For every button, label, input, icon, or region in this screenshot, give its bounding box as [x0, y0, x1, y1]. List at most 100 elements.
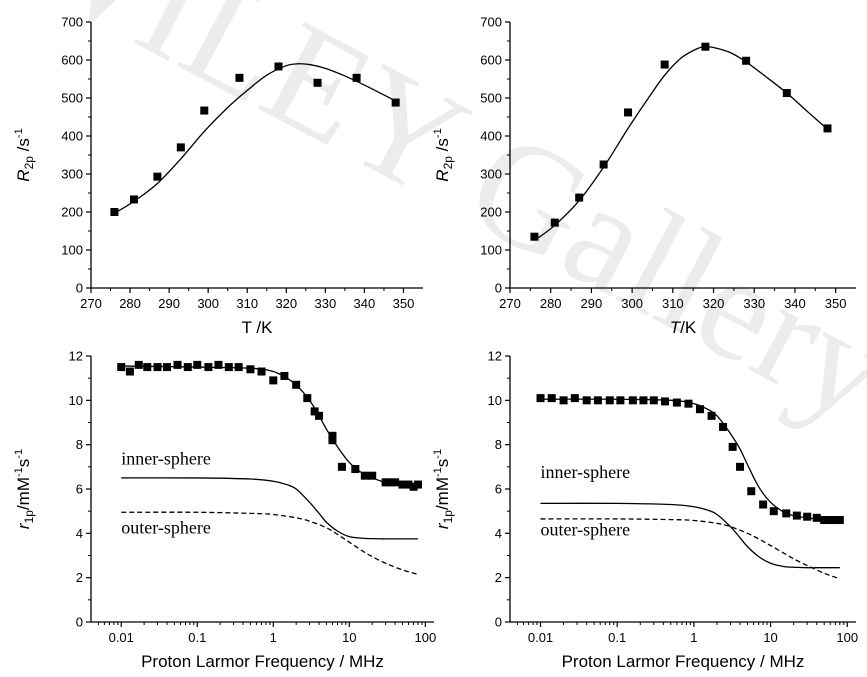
y-tick-label: 12: [488, 349, 502, 364]
y-tick-label: 0: [495, 281, 502, 296]
y-axis-label: r1p/mM-1s-1: [13, 449, 36, 529]
x-tick-label: 290: [158, 296, 180, 311]
data-point: [736, 463, 744, 471]
x-tick-label: 10: [763, 630, 777, 645]
y-tick-label: 4: [495, 526, 502, 541]
data-point: [314, 79, 322, 87]
x-tick-label: 0.01: [109, 630, 134, 645]
data-point: [616, 396, 624, 404]
x-tick-label: 340: [784, 296, 806, 311]
y-tick-label: 4: [76, 526, 83, 541]
fit-curve: [541, 399, 840, 520]
data-point: [747, 487, 755, 495]
data-point: [729, 443, 737, 451]
x-tick-label: 290: [581, 296, 603, 311]
data-point: [126, 368, 134, 376]
panel-top-left: 0 100 200 300 400 500 600 700 270 280 290 300 310 320…: [13, 15, 423, 338]
y-tick-label: 8: [76, 437, 83, 452]
x-tick-label: 0.01: [528, 630, 553, 645]
data-point: [391, 478, 399, 486]
data-point: [606, 396, 614, 404]
x-tick-label: 330: [315, 296, 337, 311]
data-point: [117, 363, 125, 371]
x-tick-label: 270: [80, 296, 102, 311]
data-point: [548, 394, 556, 402]
data-point: [200, 107, 208, 115]
y-tick-label: 400: [61, 129, 83, 144]
data-point: [759, 501, 767, 509]
data-point: [143, 363, 151, 371]
y-tick-label: 600: [480, 53, 502, 68]
y-tick-label: 700: [61, 15, 83, 30]
fit-curve: [114, 64, 395, 213]
y-axis-label: r1p/mM-1s-1: [432, 449, 455, 529]
y-tick-label: 300: [61, 167, 83, 182]
x-axis-label: T/K: [670, 318, 697, 337]
x-tick-label: 0.1: [188, 630, 206, 645]
data-point: [530, 233, 538, 241]
y-tick-label: 400: [480, 129, 502, 144]
data-point: [661, 397, 669, 405]
x-tick-label: 300: [197, 296, 219, 311]
y-axis-label: R2p /s-1: [432, 128, 455, 181]
x-tick-label: 340: [354, 296, 376, 311]
y-tick-label: 100: [61, 243, 83, 258]
outer-sphere-label: outer-sphere: [121, 517, 211, 537]
y-tick-label: 10: [69, 393, 83, 408]
x-tick-label: 320: [275, 296, 297, 311]
y-tick-label: 500: [61, 91, 83, 106]
y-tick-label: 200: [480, 205, 502, 220]
x-tick-label: 1: [270, 630, 277, 645]
outer-sphere-label: outer-sphere: [541, 520, 631, 540]
x-tick-label: 330: [743, 296, 765, 311]
y-tick-label: 10: [488, 393, 502, 408]
x-tick-label: 100: [414, 630, 436, 645]
x-tick-label: 100: [836, 630, 858, 645]
data-point: [624, 108, 632, 116]
y-tick-label: 6: [495, 482, 502, 497]
y-tick-label: 12: [69, 349, 83, 364]
data-point: [235, 74, 243, 82]
x-tick-label: 280: [119, 296, 141, 311]
y-tick-label: 0: [76, 615, 83, 630]
x-tick-label: 280: [540, 296, 562, 311]
x-tick-label: 350: [825, 296, 847, 311]
y-axis-label: R2p /s-1: [13, 128, 36, 181]
data-point: [629, 396, 637, 404]
data-point: [813, 514, 821, 522]
inner-sphere-label: inner-sphere: [121, 449, 211, 469]
data-point: [537, 394, 545, 402]
data-point: [135, 361, 143, 369]
y-tick-label: 300: [480, 167, 502, 182]
x-tick-label: 310: [236, 296, 258, 311]
x-tick-label: 310: [662, 296, 684, 311]
data-point: [661, 61, 669, 69]
data-point: [269, 376, 277, 384]
x-tick-label: 0.1: [608, 630, 626, 645]
y-tick-label: 6: [76, 482, 83, 497]
data-point: [803, 513, 811, 521]
y-tick-label: 0: [76, 281, 83, 296]
data-point: [338, 463, 346, 471]
x-tick-label: 1: [690, 630, 697, 645]
y-tick-label: 600: [61, 53, 83, 68]
data-point: [153, 173, 161, 181]
x-tick-label: 270: [499, 296, 521, 311]
x-tick-label: 320: [703, 296, 725, 311]
x-axis-label: Proton Larmor Frequency / MHz: [562, 652, 805, 671]
x-axis-label: Proton Larmor Frequency / MHz: [141, 652, 384, 671]
y-tick-label: 2: [495, 570, 502, 585]
fit-curve: [534, 47, 827, 241]
x-tick-label: 350: [393, 296, 415, 311]
x-tick-label: 300: [621, 296, 643, 311]
data-point: [174, 361, 182, 369]
data-point: [639, 396, 647, 404]
x-axis-label: T /K: [242, 318, 274, 337]
data-point: [560, 396, 568, 404]
x-tick-label: 10: [342, 630, 356, 645]
data-point: [583, 396, 591, 404]
y-tick-label: 500: [480, 91, 502, 106]
data-point: [177, 143, 185, 151]
data-point: [594, 396, 602, 404]
